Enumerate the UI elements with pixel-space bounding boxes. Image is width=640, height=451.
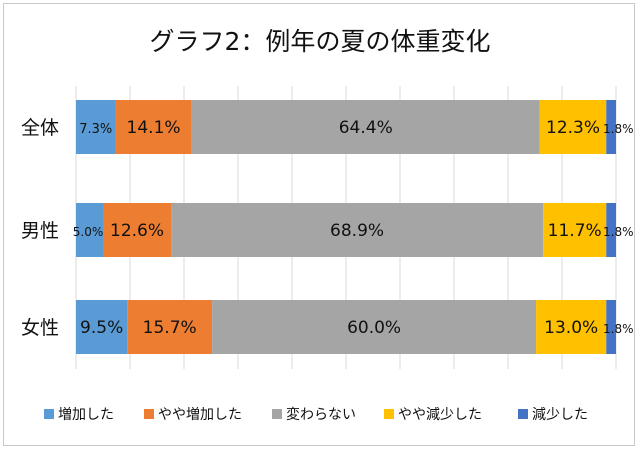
legend-entry: やや減少した [398, 406, 482, 423]
bar-segment [76, 300, 128, 354]
bars: 7.3% 14.1% 64.4% 12.3% 1.8%5.0% 12.6% 68.9% 11.… [73, 100, 634, 354]
bar-segment [606, 100, 616, 154]
bar-segment [606, 203, 616, 257]
bar-segment [543, 203, 607, 257]
category-label: 女性 [21, 317, 59, 339]
bar-segment [103, 203, 172, 257]
data-label: 15.7% [143, 318, 197, 338]
legend-entry: 増加した [58, 407, 114, 423]
data-label: 64.4% [339, 118, 393, 138]
data-label: 13.0% [544, 318, 598, 338]
bar-segment [171, 203, 544, 257]
data-label: 11.7% [548, 221, 602, 241]
data-label: 12.3% [546, 118, 600, 138]
data-label: 14.1% [127, 118, 181, 138]
bar-segment [127, 300, 213, 354]
legend-swatch [272, 409, 282, 419]
legend-swatch [44, 409, 54, 419]
bar-segment [212, 300, 537, 354]
bar-segment [539, 100, 607, 154]
bar-segment [76, 203, 103, 257]
legend-entry: やや増加した [158, 407, 242, 423]
chart-frame: グラフ2：例年の夏の体重変化 7.3% 14.1% 64.4% 12.3% 1.8% 5.… [3, 3, 635, 446]
data-label: 1.8% [603, 225, 634, 239]
bar-segment [606, 300, 616, 354]
bar-segment [191, 100, 540, 154]
data-label: 7.3% [79, 122, 112, 137]
legend-swatch [144, 409, 154, 419]
category-label: 男性 [21, 220, 59, 242]
legend-swatch [518, 409, 528, 419]
legend: 増加した やや増加した 変わらない やや減少した 減少した [44, 406, 588, 423]
data-label: 9.5% [80, 318, 123, 338]
data-label: 5.0% [73, 225, 104, 239]
bar-segment [76, 100, 116, 154]
data-label: 68.9% [330, 221, 384, 241]
legend-entry: 減少した [532, 406, 588, 423]
legend-swatch [384, 409, 394, 419]
data-label: 1.8% [603, 322, 634, 336]
stacked-bar-chart: グラフ2：例年の夏の体重変化 7.3% 14.1% 64.4% 12.3% 1.8%5.… [21, 27, 634, 423]
bar-segment [536, 300, 607, 354]
data-label: 12.6% [110, 221, 164, 241]
category-label: 全体 [21, 117, 59, 139]
legend-entry: 変わらない [286, 406, 356, 423]
data-label: 1.8% [603, 122, 634, 136]
data-label: 60.0% [347, 318, 401, 338]
bar-segment [115, 100, 192, 154]
chart-title: グラフ2：例年の夏の体重変化 [150, 27, 491, 56]
